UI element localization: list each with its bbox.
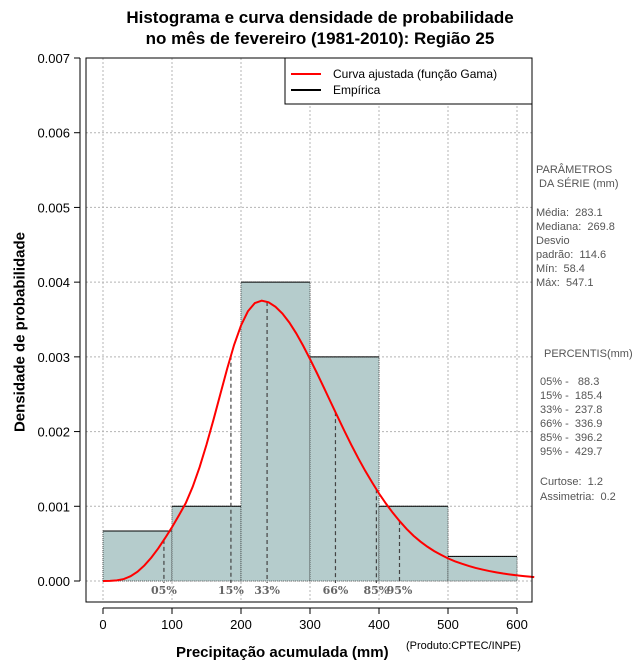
histogram-bars [102,281,518,582]
axes: 0 100 200 300 400 500 600 0.000 0.001 0.002 0.003 0… [37,51,527,632]
legend-label-empirical: Empírica [333,83,381,97]
stat-p05: 05% - 88.3 [540,376,600,388]
x-tick-label: 600 [506,617,528,632]
histogram-bar [102,530,173,582]
histogram-bar [171,505,242,582]
chart-title-line2: no mês de fevereiro (1981-2010): Região … [145,29,495,48]
histogram-bar [240,281,311,582]
y-tick-label: 0.004 [37,275,70,290]
percentis-title: PERCENTIS(mm) [544,348,633,360]
y-tick-label: 0.001 [37,499,70,514]
stat-max: Máx: 547.1 [536,277,594,289]
stat-desvio-line1: Desvio [536,235,570,247]
percentile-lines: 05% 15% 33% 66% 85%95% [151,301,413,597]
percentile-label: 66% [323,584,349,597]
stat-p33: 33% - 237.8 [540,404,603,416]
chart-title-line1: Histograma e curva densidade de probabil… [126,8,514,27]
x-tick-label: 400 [368,617,390,632]
gamma-curve [102,299,535,582]
histogram-bar [378,505,449,582]
params-title-line1: PARÂMETROS [536,164,613,176]
stat-desvio-line2: padrão: 114.6 [536,249,607,261]
y-tick-label: 0.000 [37,574,70,589]
y-tick-label: 0.003 [37,350,70,365]
percentile-label: 15% [218,584,244,597]
stat-p15: 15% - 185.4 [540,390,603,402]
percentile-label: 85% [363,584,389,597]
percentile-label: 33% [254,584,280,597]
x-tick-label: 200 [230,617,252,632]
legend: Curva ajustada (função Gama) Empírica [284,57,533,105]
percentile-label: 05% [151,584,177,597]
legend-box [284,57,533,105]
params-title-line2: DA SÉRIE (mm) [536,178,619,190]
percentile-label: 95% [387,584,413,597]
stat-curtose: Curtose: 1.2 [540,476,603,488]
stat-mediana: Mediana: 269.8 [536,221,615,233]
stat-min: Mín: 58.4 [536,263,585,275]
y-tick-label: 0.002 [37,425,70,440]
histogram-bar [309,356,380,582]
legend-label-curve: Curva ajustada (função Gama) [333,67,497,81]
y-tick-label: 0.005 [37,200,70,215]
x-axis-label: Precipitação acumulada (mm) [176,644,389,661]
credit-label: (Produto:CPTEC/INPE) [406,640,521,652]
y-tick-label: 0.007 [37,51,70,66]
y-tick-label: 0.006 [37,126,70,141]
x-tick-label: 0 [99,617,106,632]
x-tick-label: 100 [161,617,183,632]
x-tick-label: 300 [299,617,321,632]
stat-p85: 85% - 396.2 [540,432,603,444]
y-axis-label: Densidade de probabilidade [11,231,29,433]
x-tick-label: 500 [437,617,459,632]
stat-p95: 95% - 429.7 [540,446,603,458]
stat-p66: 66% - 336.9 [540,418,603,430]
stat-assimetria: Assimetria: 0.2 [540,491,616,503]
stat-media: Média: 283.1 [536,207,603,219]
